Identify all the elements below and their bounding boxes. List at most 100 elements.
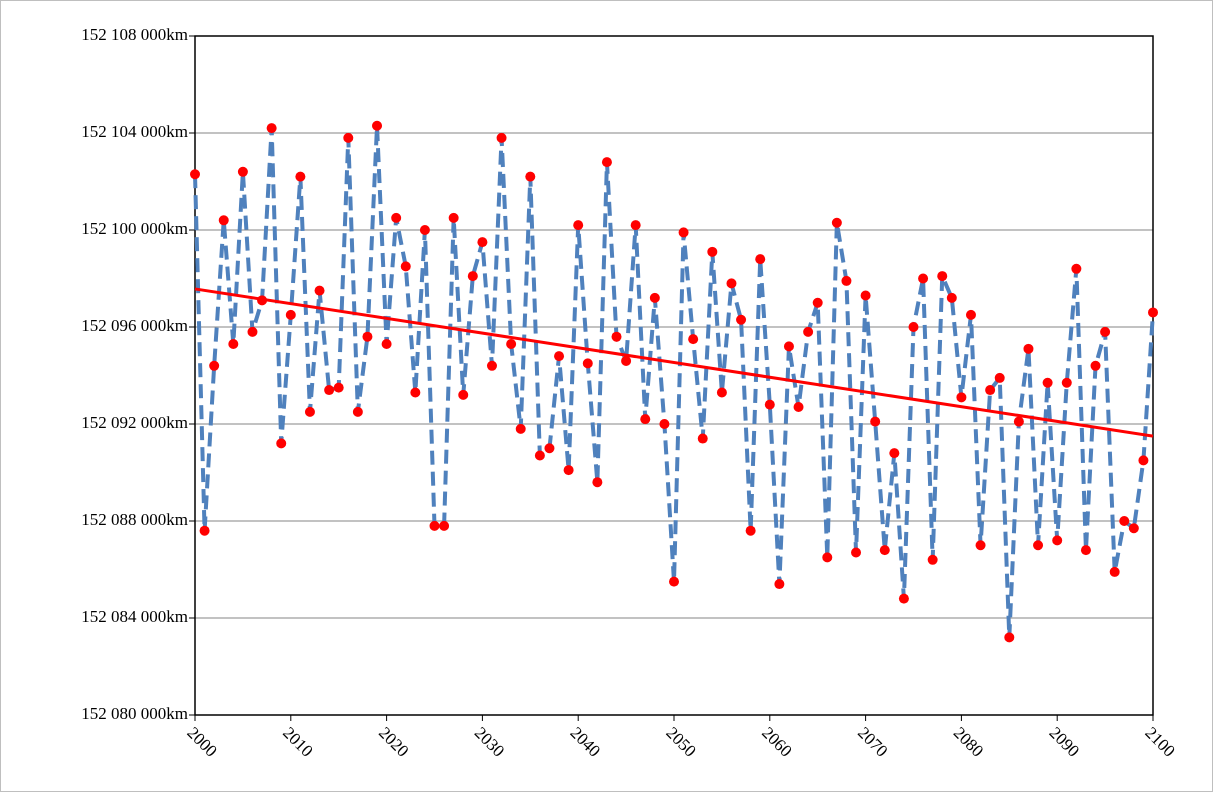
marker [994,372,1005,383]
marker [937,271,948,282]
marker [956,392,967,403]
marker [1138,455,1149,466]
marker [228,338,239,349]
marker [985,385,996,396]
marker [285,309,296,320]
marker [199,525,210,536]
marker [247,326,258,337]
marker [1052,535,1063,546]
marker [295,171,306,182]
marker [1004,632,1015,643]
marker [592,477,603,488]
marker [534,450,545,461]
marker [276,438,287,449]
marker [544,443,555,454]
marker [209,360,220,371]
marker [726,278,737,289]
marker [218,215,229,226]
marker [879,545,890,556]
marker [477,237,488,248]
marker [515,423,526,434]
marker [707,246,718,257]
marker [601,157,612,168]
marker [688,334,699,345]
marker [458,389,469,400]
marker [697,433,708,444]
marker [381,338,392,349]
marker [649,292,660,303]
marker [716,387,727,398]
marker [362,331,373,342]
marker [841,275,852,286]
y-tick-label: 152 100 000km [81,219,188,238]
marker [467,271,478,282]
marker [1023,343,1034,354]
marker [400,261,411,272]
marker [1042,377,1053,388]
marker [582,358,593,369]
marker [898,593,909,604]
series-line [194,287,1154,438]
marker [314,285,325,296]
y-tick-label: 152 108 000km [81,25,188,44]
marker [793,402,804,413]
marker [1100,326,1111,337]
marker [419,225,430,235]
series-line [193,125,1155,638]
marker [659,419,670,429]
marker [946,292,957,303]
marker [851,547,862,558]
marker [266,123,277,134]
marker [391,212,402,223]
marker [1090,360,1101,371]
marker [496,132,507,143]
y-tick-label: 152 096 000km [81,316,188,335]
marker [554,351,565,362]
marker [1080,545,1091,556]
y-tick-label: 152 088 000km [81,510,188,529]
marker [927,554,938,565]
marker [822,552,833,563]
marker [736,314,747,325]
y-tick-label: 152 104 000km [81,122,188,141]
marker [304,406,315,417]
marker [803,326,814,337]
marker [755,254,766,265]
marker [669,576,679,587]
marker [573,220,584,231]
marker [429,520,440,531]
marker [506,338,517,349]
marker [965,309,976,320]
marker [486,360,497,371]
marker [1013,416,1024,427]
marker [889,448,900,459]
marker [831,217,842,228]
marker [1128,523,1139,534]
y-tick-label: 152 084 000km [81,607,188,626]
marker [745,525,756,536]
marker [678,227,689,238]
marker [343,132,354,143]
marker [1033,540,1044,551]
marker [611,331,622,342]
marker [870,416,881,427]
marker [630,220,641,231]
y-tick-label: 152 080 000km [81,704,188,723]
marker [1109,566,1120,577]
marker [908,322,919,332]
marker [410,387,421,398]
marker [324,385,335,396]
marker [764,399,775,410]
marker [1148,307,1158,318]
marker [1071,263,1082,274]
marker [860,290,871,301]
marker [237,166,248,177]
marker [918,273,929,284]
plot-area-border [194,35,1154,716]
marker [525,171,536,182]
marker [190,169,200,180]
marker [448,212,459,223]
marker [812,297,823,308]
marker [975,540,986,551]
